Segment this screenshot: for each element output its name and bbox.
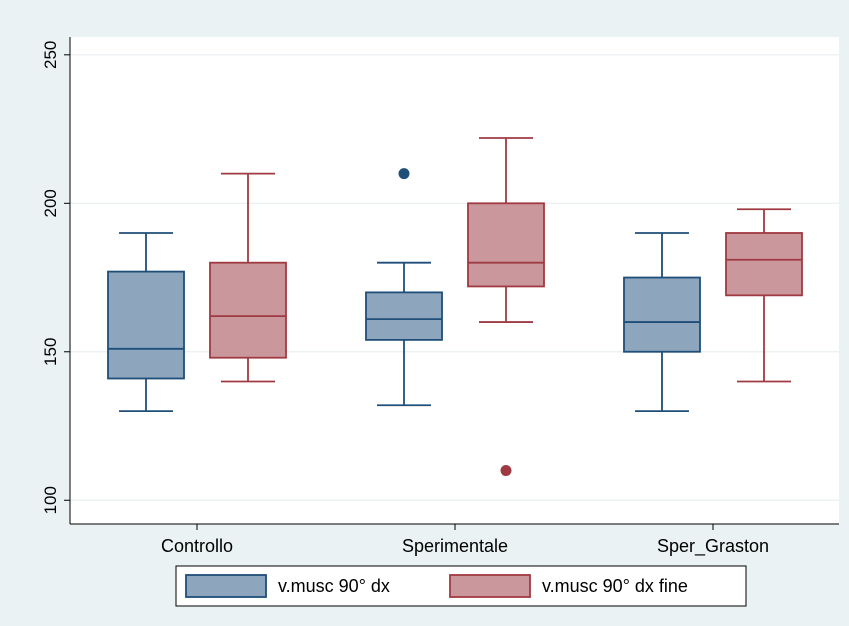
plot-area [70,37,839,524]
y-tick-label: 100 [41,486,60,514]
box-outlier-point [500,465,512,477]
x-category-label: Sperimentale [402,536,508,556]
x-category-label: Sper_Graston [657,536,769,557]
box-iqr [725,232,803,297]
legend-label: v.musc 90° dx [278,576,390,596]
y-tick-label: 250 [41,41,60,69]
box-iqr [209,261,287,359]
box-iqr [107,270,185,380]
legend-swatch [185,574,267,598]
box-iqr [623,276,701,353]
y-tick-label: 200 [41,189,60,217]
y-tick-label: 150 [41,338,60,366]
legend-label: v.musc 90° dx fine [542,576,688,596]
x-category-label: Controllo [161,536,233,556]
legend-swatch [449,574,531,598]
box-iqr [467,202,545,288]
box-iqr [365,291,443,341]
box-outlier-point [398,168,410,180]
